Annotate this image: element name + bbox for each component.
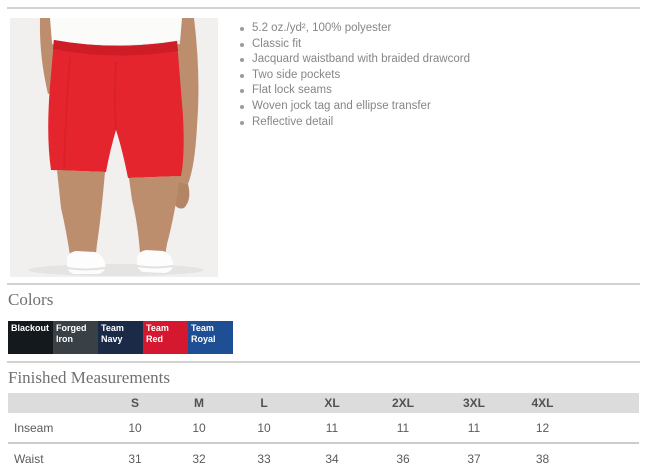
swatch-label: Forged Iron	[56, 323, 87, 344]
measurement-cell: 33	[231, 442, 297, 473]
measurement-cell: 37	[439, 442, 509, 473]
colors-divider	[7, 283, 640, 285]
measurement-cell: 34	[297, 442, 367, 473]
measurements-heading: Finished Measurements	[8, 368, 170, 387]
size-header: 4XL	[509, 393, 576, 413]
size-header-blank	[8, 393, 103, 413]
top-divider	[7, 7, 640, 9]
measurement-cell: 11	[325, 420, 339, 435]
measurement-cell: 10	[192, 420, 206, 435]
swatch-label: Blackout	[11, 323, 50, 333]
product-photo	[10, 18, 218, 277]
measurement-cell: 36	[367, 442, 439, 473]
model-in-red-shorts-illustration	[10, 18, 218, 277]
size-header: S	[103, 393, 167, 413]
row-label: Inseam	[14, 420, 54, 435]
size-header: M	[167, 393, 231, 413]
colors-heading: Colors	[8, 290, 54, 309]
measurement-cell: 11	[467, 420, 481, 435]
feature-list: 5.2 oz./yd², 100% polyester Classic fit …	[238, 21, 633, 130]
measurement-cell: 12	[535, 420, 550, 435]
measurement-cell: 32	[167, 442, 231, 473]
feature-item: Woven jock tag and ellipse transfer	[238, 99, 633, 115]
table-row-waist: Waist 31 32 33 34 36 37 38	[8, 442, 639, 473]
size-header: L	[231, 393, 297, 413]
feature-item: Classic fit	[238, 37, 633, 53]
swatch-blackout[interactable]: Blackout	[8, 321, 53, 354]
feature-item: 5.2 oz./yd², 100% polyester	[238, 21, 633, 37]
feature-item: Reflective detail	[238, 115, 633, 131]
swatch-label: Team Navy	[101, 323, 124, 344]
size-header: 3XL	[439, 393, 509, 413]
measurement-cell-blank	[576, 442, 639, 473]
swatch-label: Team Royal	[191, 323, 216, 344]
feature-item: Jacquard waistband with braided drawcord	[238, 52, 633, 68]
size-header: 2XL	[367, 393, 439, 413]
swatch-team-navy[interactable]: Team Navy	[98, 321, 143, 354]
size-header-blank	[576, 393, 639, 413]
swatch-team-red[interactable]: Team Red	[143, 321, 188, 354]
row-label: Waist	[8, 442, 103, 473]
color-swatch-strip: Blackout Forged Iron Team Navy Team Red …	[8, 321, 233, 354]
table-row-inseam: Inseam 10 10 10 11 11 11 12	[8, 413, 639, 443]
measurement-cell: 38	[509, 442, 576, 473]
size-header: XL	[297, 393, 367, 413]
measurement-cell: 11	[396, 420, 410, 435]
swatch-forged-iron[interactable]: Forged Iron	[53, 321, 98, 354]
measurement-cell: 10	[128, 420, 142, 435]
swatch-label: Team Red	[146, 323, 169, 344]
swatch-team-royal[interactable]: Team Royal	[188, 321, 233, 354]
measurement-cell: 31	[103, 442, 167, 473]
measurement-cell: 10	[257, 420, 271, 435]
feature-item: Flat lock seams	[238, 83, 633, 99]
feature-item: Two side pockets	[238, 68, 633, 84]
finished-measurements-table: S M L XL 2XL 3XL 4XL Inseam 10 10 10 11 …	[8, 393, 639, 473]
size-header-row: S M L XL 2XL 3XL 4XL	[8, 393, 639, 413]
measurements-divider	[7, 361, 640, 363]
measurement-cell-blank	[576, 413, 639, 443]
